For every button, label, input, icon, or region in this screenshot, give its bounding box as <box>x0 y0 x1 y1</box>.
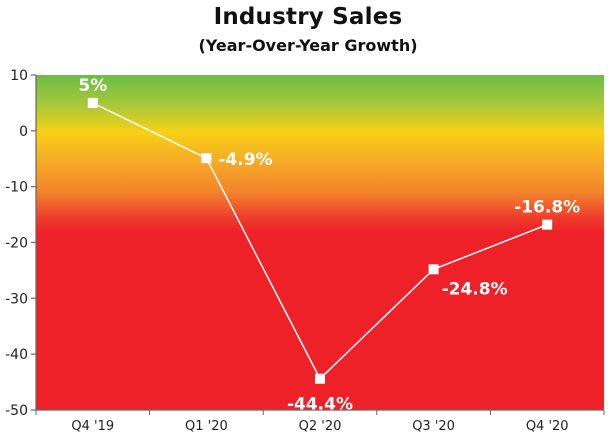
y-axis-ticks: 10 0 -10 -20 -30 -40 -50 <box>5 68 36 419</box>
y-tick-label: -30 <box>5 291 28 307</box>
y-tick-label: 0 <box>19 124 28 140</box>
chart-title: Industry Sales <box>213 4 403 30</box>
y-tick-label: -50 <box>5 403 28 419</box>
data-label: -16.8% <box>514 198 580 218</box>
y-tick-label: -40 <box>5 347 28 363</box>
data-markers <box>87 97 553 384</box>
x-tick-label: Q2 '20 <box>299 419 342 434</box>
data-label: 5% <box>78 76 107 96</box>
data-point <box>542 219 553 230</box>
data-point <box>201 153 212 164</box>
y-tick-label: -20 <box>5 236 28 252</box>
x-axis-ticks: Q4 '19 Q1 '20 Q2 '20 Q3 '20 Q4 '20 <box>35 410 605 434</box>
y-tick-label: 10 <box>10 68 28 84</box>
chart-subtitle: (Year-Over-Year Growth) <box>198 36 418 55</box>
y-tick-label: -10 <box>5 180 28 196</box>
data-label: -24.8% <box>442 279 508 299</box>
x-tick-label: Q4 '20 <box>526 419 569 434</box>
data-label: -4.9% <box>218 150 272 170</box>
plot-background <box>36 75 604 410</box>
x-tick-label: Q4 '19 <box>71 419 114 434</box>
data-point <box>315 373 325 384</box>
data-point <box>428 264 439 275</box>
x-tick-label: Q1 '20 <box>185 419 228 434</box>
data-labels: 5% -4.9% -44.4% -24.8% -16.8% <box>78 76 580 415</box>
data-point <box>87 97 98 108</box>
data-label: -44.4% <box>287 395 353 415</box>
x-tick-label: Q3 '20 <box>412 419 455 434</box>
